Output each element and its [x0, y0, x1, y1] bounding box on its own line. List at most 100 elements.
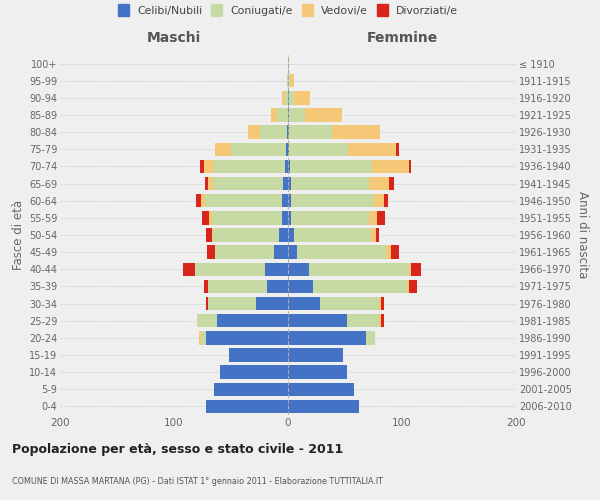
- Bar: [274, 246, 288, 259]
- Y-axis label: Fasce di età: Fasce di età: [11, 200, 25, 270]
- Bar: [397, 142, 398, 156]
- Bar: [289, 142, 349, 156]
- Bar: [294, 91, 310, 104]
- Bar: [389, 177, 394, 190]
- Bar: [283, 194, 288, 207]
- Bar: [377, 211, 385, 224]
- Bar: [287, 74, 288, 88]
- Bar: [320, 297, 379, 310]
- Bar: [290, 160, 373, 173]
- Bar: [205, 177, 208, 190]
- Bar: [256, 297, 288, 310]
- Bar: [308, 262, 409, 276]
- Bar: [217, 314, 288, 328]
- Bar: [297, 246, 386, 259]
- Bar: [212, 211, 283, 224]
- Bar: [283, 177, 288, 190]
- Text: Maschi: Maschi: [147, 30, 201, 44]
- Bar: [202, 211, 209, 224]
- Bar: [205, 194, 283, 207]
- Bar: [409, 160, 411, 173]
- Bar: [332, 126, 380, 139]
- Bar: [376, 228, 379, 241]
- Bar: [288, 400, 359, 413]
- Bar: [288, 160, 290, 173]
- Bar: [292, 211, 369, 224]
- Bar: [229, 348, 288, 362]
- Bar: [215, 142, 231, 156]
- Bar: [288, 366, 347, 379]
- Bar: [382, 297, 384, 310]
- Bar: [384, 194, 388, 207]
- Bar: [265, 262, 288, 276]
- Bar: [283, 211, 288, 224]
- Bar: [288, 177, 292, 190]
- Bar: [288, 228, 294, 241]
- Bar: [379, 297, 382, 310]
- Bar: [200, 160, 203, 173]
- Bar: [215, 246, 274, 259]
- Bar: [294, 228, 371, 241]
- Bar: [289, 108, 305, 122]
- Bar: [313, 280, 407, 293]
- Bar: [271, 108, 277, 122]
- Bar: [203, 160, 214, 173]
- Bar: [213, 228, 279, 241]
- Bar: [260, 126, 287, 139]
- Bar: [196, 194, 202, 207]
- Bar: [197, 314, 217, 328]
- Bar: [212, 228, 213, 241]
- Bar: [288, 74, 290, 88]
- Bar: [284, 160, 288, 173]
- Bar: [288, 246, 297, 259]
- Bar: [288, 297, 320, 310]
- Bar: [373, 194, 384, 207]
- Bar: [214, 160, 284, 173]
- Bar: [231, 142, 286, 156]
- Bar: [206, 297, 208, 310]
- Bar: [284, 91, 288, 104]
- Bar: [382, 314, 384, 328]
- Bar: [208, 280, 268, 293]
- Bar: [268, 280, 288, 293]
- Bar: [288, 262, 308, 276]
- Bar: [248, 126, 260, 139]
- Bar: [290, 74, 294, 88]
- Text: COMUNE DI MASSA MARTANA (PG) - Dati ISTAT 1° gennaio 2011 - Elaborazione TUTTITA: COMUNE DI MASSA MARTANA (PG) - Dati ISTA…: [12, 477, 383, 486]
- Bar: [289, 91, 294, 104]
- Bar: [207, 246, 215, 259]
- Bar: [409, 280, 417, 293]
- Y-axis label: Anni di nascita: Anni di nascita: [576, 192, 589, 278]
- Bar: [288, 57, 289, 70]
- Bar: [288, 348, 343, 362]
- Bar: [206, 228, 212, 241]
- Bar: [292, 194, 373, 207]
- Bar: [379, 314, 382, 328]
- Legend: Celibi/Nubili, Coniugati/e, Vedovi/e, Divorziati/e: Celibi/Nubili, Coniugati/e, Vedovi/e, Di…: [113, 2, 463, 21]
- Bar: [373, 160, 409, 173]
- Bar: [365, 331, 374, 344]
- Text: Popolazione per età, sesso e stato civile - 2011: Popolazione per età, sesso e stato civil…: [12, 442, 343, 456]
- Bar: [202, 331, 206, 344]
- Bar: [288, 331, 365, 344]
- Bar: [288, 211, 292, 224]
- Bar: [305, 108, 341, 122]
- Bar: [409, 262, 411, 276]
- Bar: [194, 262, 265, 276]
- Bar: [283, 91, 284, 104]
- Bar: [288, 126, 289, 139]
- Bar: [213, 177, 283, 190]
- Bar: [287, 126, 288, 139]
- Bar: [208, 177, 213, 190]
- Bar: [206, 400, 288, 413]
- Bar: [288, 382, 354, 396]
- Bar: [183, 262, 194, 276]
- Bar: [288, 280, 313, 293]
- Bar: [277, 108, 288, 122]
- Bar: [288, 108, 289, 122]
- Bar: [209, 211, 212, 224]
- Bar: [206, 331, 288, 344]
- Bar: [289, 126, 332, 139]
- Bar: [371, 228, 376, 241]
- Bar: [286, 142, 288, 156]
